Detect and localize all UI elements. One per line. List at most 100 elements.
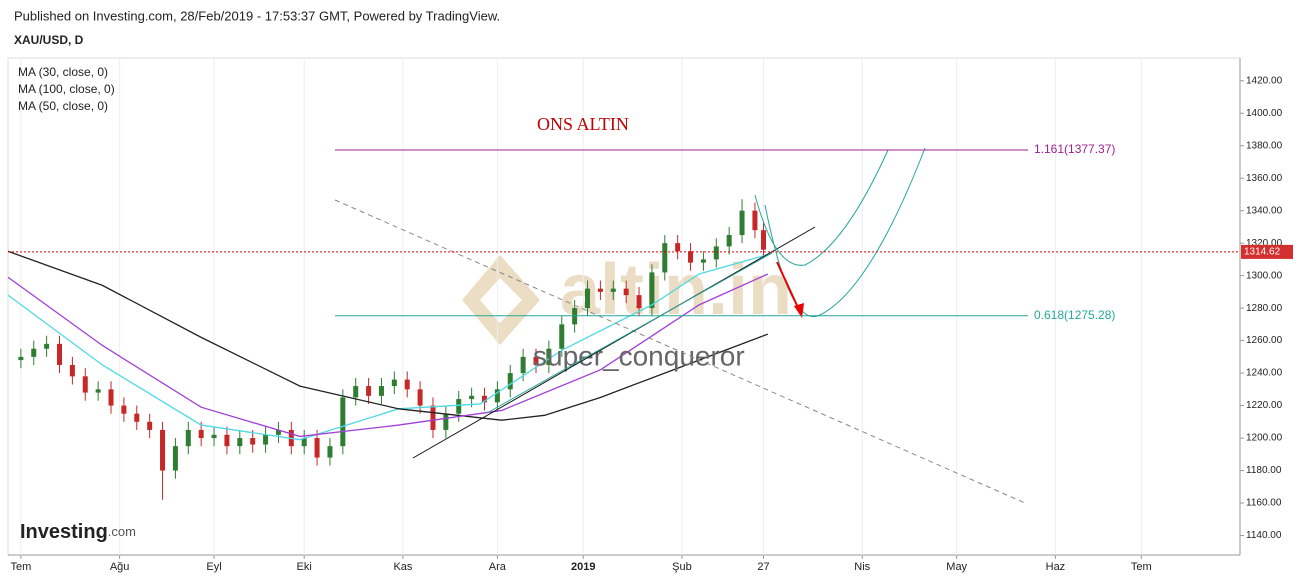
candle-body (108, 389, 114, 406)
candle-body (250, 438, 256, 445)
candle-body (752, 210, 758, 231)
x-tick-label: Tem (1131, 561, 1152, 573)
y-tick-label: 1360.00 (1246, 173, 1283, 184)
y-tick-label: 1200.00 (1246, 433, 1283, 444)
projection-curve (754, 149, 889, 266)
y-tick-label: 1300.00 (1246, 270, 1283, 281)
candle-body (585, 288, 591, 309)
candle-body (237, 438, 243, 447)
candle-body (69, 364, 75, 377)
candle-body (726, 235, 732, 247)
candle-body (649, 272, 655, 309)
candle-body (353, 386, 359, 398)
moving-average (7, 273, 769, 438)
x-tick-label: Nis (854, 561, 870, 573)
x-tick-label: Eyl (206, 561, 221, 573)
candle-body (378, 386, 384, 396)
candle-body (147, 421, 153, 430)
legend-entry: MA (30, close, 0) (18, 65, 108, 79)
y-tick-label: 1160.00 (1246, 498, 1282, 509)
candle-body (469, 395, 475, 400)
y-tick-label: 1400.00 (1246, 108, 1283, 119)
candle-body (314, 438, 320, 458)
x-tick-label: Ara (489, 561, 507, 573)
x-tick-label: May (946, 561, 967, 573)
candle-body (185, 429, 191, 447)
candle-body (507, 373, 513, 390)
y-tick-label: 1240.00 (1246, 368, 1283, 379)
candle-body (430, 405, 436, 430)
x-tick-label: Eki (297, 561, 312, 573)
candle-body (688, 251, 694, 263)
candle-body (494, 389, 500, 403)
candle-body (700, 259, 706, 263)
candle-body (95, 389, 101, 393)
y-tick-label: 1140.00 (1246, 530, 1282, 541)
x-tick-label: Kas (393, 561, 412, 573)
brand-icon (462, 255, 540, 345)
candle-body (391, 379, 397, 387)
logo-main: Investing (20, 521, 108, 543)
legend-entry: MA (100, close, 0) (18, 82, 115, 96)
y-tick-label: 1320.00 (1246, 238, 1283, 249)
candle-body (533, 356, 539, 365)
candle-body (44, 343, 50, 349)
author-watermark: super_conqueror (533, 340, 745, 371)
candle-body (636, 295, 642, 309)
x-tick-label: 27 (757, 561, 769, 573)
logo: Investing.com (20, 521, 136, 543)
trendline (412, 226, 816, 459)
last-price-label: 1314.62 (1244, 247, 1281, 258)
candle-body (198, 429, 204, 439)
x-tick-label: Haz (1046, 561, 1066, 573)
candle-body (340, 397, 346, 447)
y-tick-label: 1220.00 (1246, 400, 1283, 411)
logo-suffix: .com (108, 524, 136, 539)
candle-body (160, 429, 166, 471)
candle-body (417, 389, 423, 406)
candle-body (366, 386, 372, 396)
annotation-title: ONS ALTIN (537, 114, 629, 134)
candle-body (327, 446, 333, 458)
candle-body (481, 395, 487, 403)
arrow-head (794, 303, 804, 318)
y-tick-label: 1280.00 (1246, 303, 1283, 314)
candle-body (610, 288, 616, 292)
candle-body (443, 413, 449, 430)
y-tick-label: 1340.00 (1246, 205, 1283, 216)
candle-body (623, 288, 629, 296)
candle-body (211, 434, 217, 439)
candle-body (520, 356, 526, 374)
moving-average (7, 253, 768, 441)
candle-body (263, 434, 269, 445)
fib-label: 1.161(1377.37) (1034, 142, 1115, 156)
candle-body (31, 348, 37, 357)
candle-body (57, 343, 63, 365)
candle-body (224, 434, 230, 447)
candle-body (18, 356, 24, 361)
brand-watermark: altin.in (560, 250, 792, 330)
candle-body (675, 243, 681, 252)
x-tick-label: Şub (672, 561, 692, 573)
plot-layer (7, 58, 1142, 555)
last-price-box (1241, 244, 1293, 259)
arrow (776, 261, 801, 313)
candle-body (662, 243, 668, 273)
x-tick-label: Ağu (110, 561, 130, 573)
y-tick-label: 1180.00 (1246, 465, 1282, 476)
candle-body (172, 446, 178, 471)
candle-body (121, 405, 127, 414)
candle-body (275, 429, 281, 435)
candle-body (546, 348, 552, 365)
x-tick-label: 2019 (571, 561, 595, 573)
candle-body (597, 288, 603, 292)
trendline-teal (486, 252, 773, 414)
x-tick-label: Tem (10, 561, 31, 573)
fib-label: 0.618(1275.28) (1034, 308, 1115, 322)
legend-entry: MA (50, close, 0) (18, 99, 108, 113)
symbol: XAU/USD, D (14, 33, 84, 47)
candle-body (761, 230, 767, 250)
candle-body (739, 210, 745, 236)
candle-body (713, 246, 719, 260)
